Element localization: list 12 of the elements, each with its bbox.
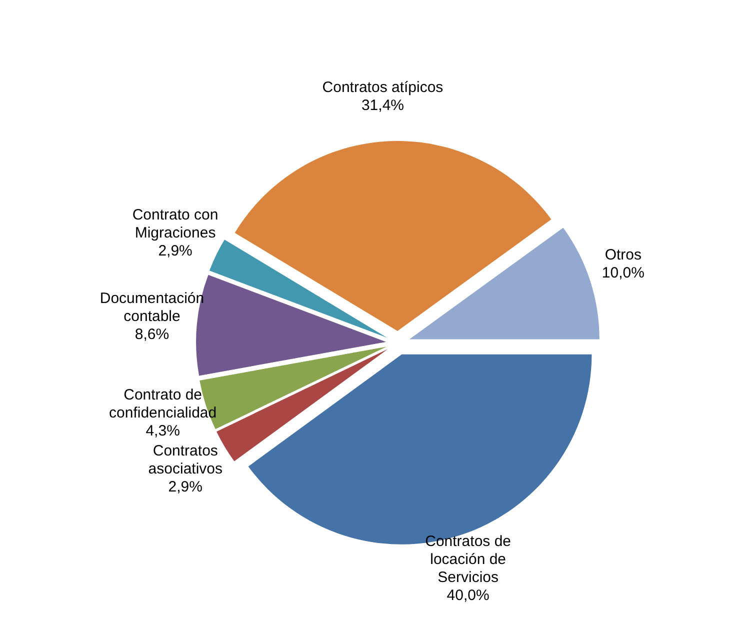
slice-label: Contrato con Migraciones [132,206,218,242]
data-label: 40,0% [446,587,490,604]
data-label: 2,9% [158,242,192,260]
data-label: 2,9% [168,478,203,496]
data-label: 8,6% [134,326,170,344]
data-label: 31,4% [361,97,404,114]
slice-label: Contratos atípicos [322,79,444,96]
slice-label: Otros [604,246,642,264]
slice-label: Contratos de locación de Servicios [425,533,512,586]
data-label: 4,3% [146,422,180,440]
data-label: 10,0% [602,264,644,282]
slice-label: Contratos asociativos [148,442,223,478]
